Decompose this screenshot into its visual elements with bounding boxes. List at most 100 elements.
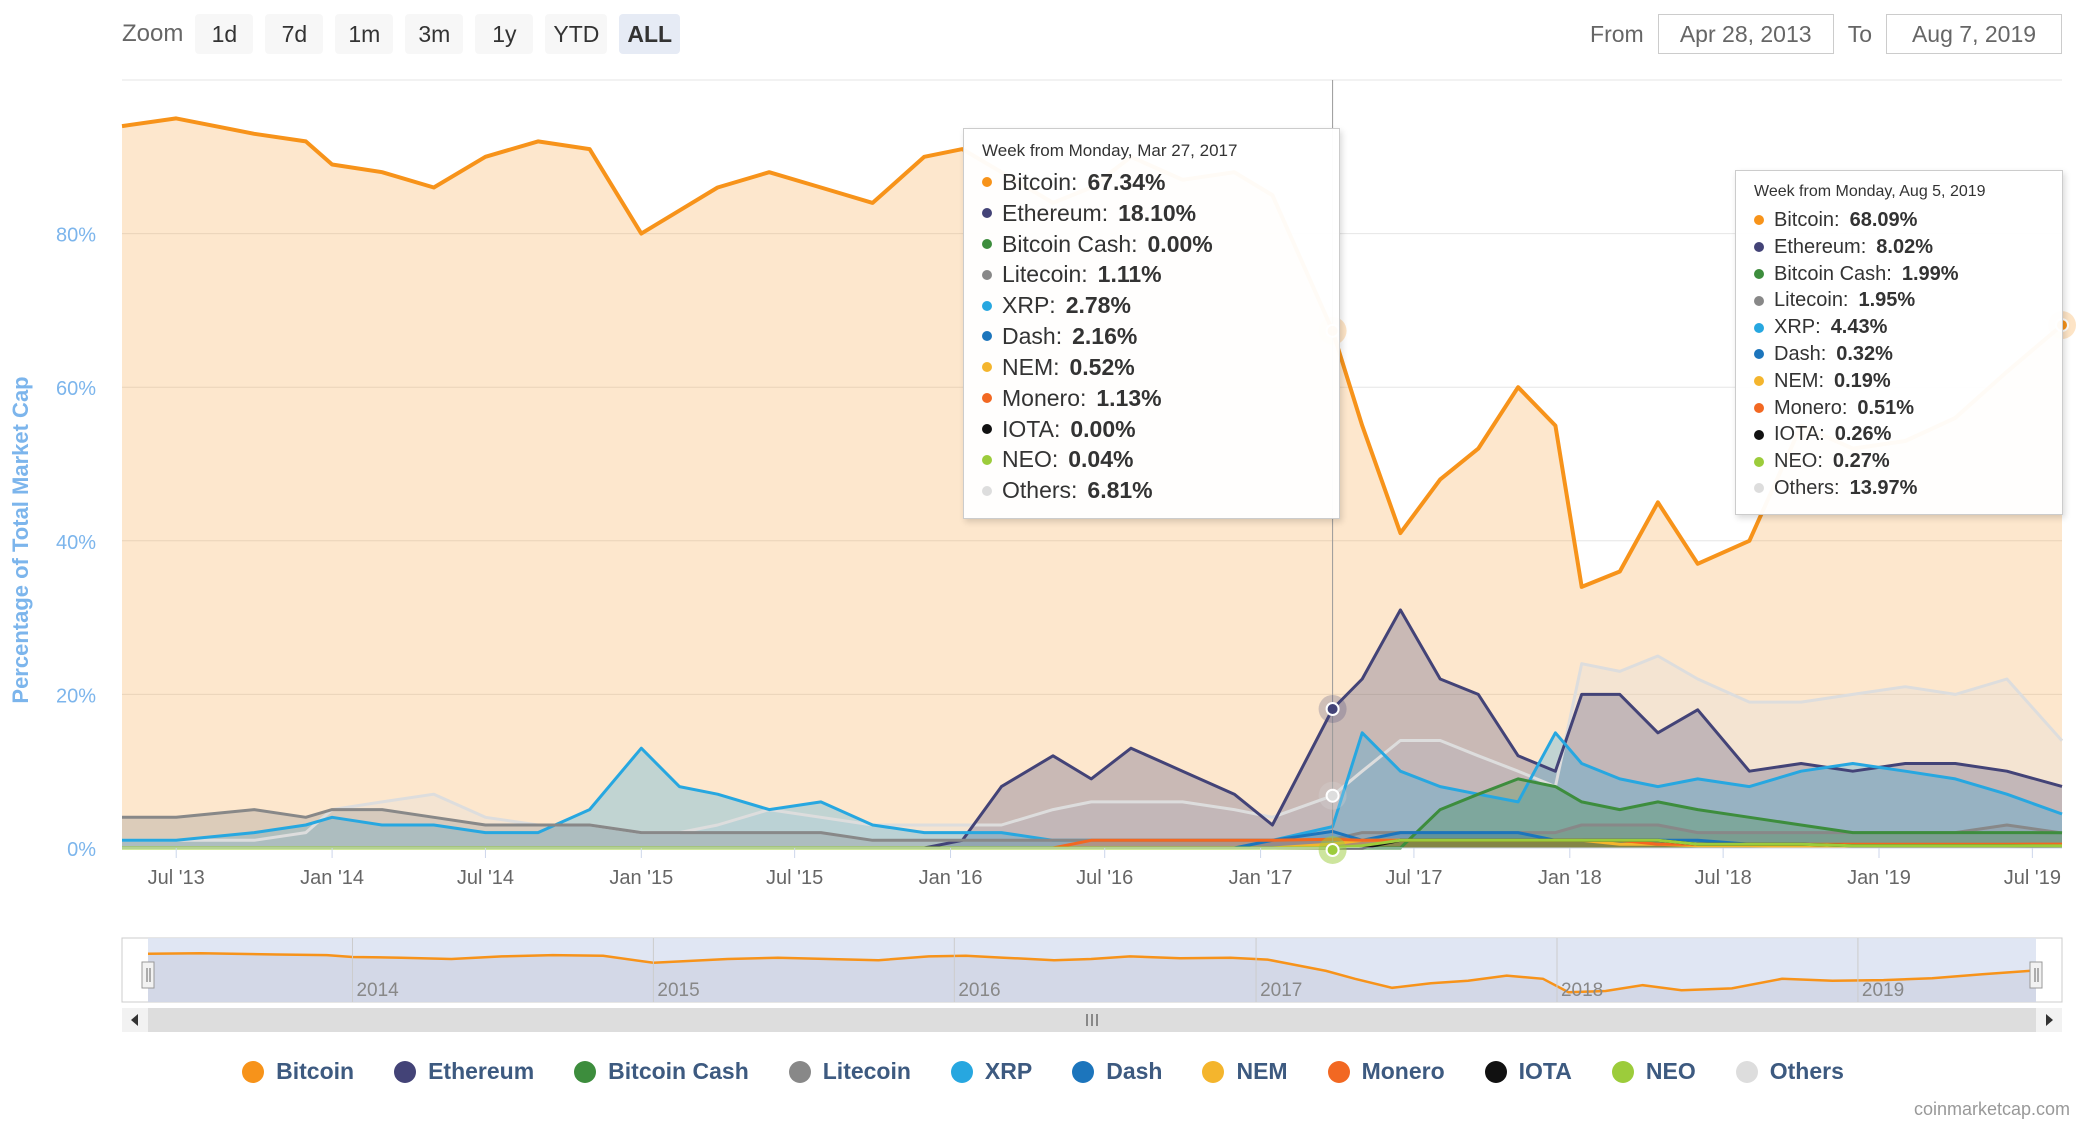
zoom-all-button[interactable]: ALL: [619, 14, 681, 54]
legend-item-litecoin[interactable]: Litecoin: [788, 1058, 911, 1085]
zoom-label: Zoom: [122, 20, 184, 47]
tooltip-label: NEM:: [1774, 369, 1824, 392]
tooltip-value: 0.51%: [1857, 396, 1915, 419]
tooltip-value: 0.32%: [1836, 342, 1893, 365]
series-dot-icon: [982, 300, 992, 311]
x-tick-label: Jan '18: [1538, 867, 1602, 889]
legend-item-dash[interactable]: Dash: [1072, 1058, 1162, 1085]
to-date-input[interactable]: [1886, 14, 2062, 54]
y-axis: 0% 20% 40% 60% 80%: [56, 225, 96, 861]
legend: Bitcoin Ethereum Bitcoin Cash Litecoin XRP Da…: [0, 1058, 2086, 1085]
zoom-7d-button[interactable]: 7d: [265, 14, 324, 54]
tooltip-row: Bitcoin: 68.09%: [1754, 207, 2044, 234]
tooltip-value: 2.78%: [1065, 292, 1131, 319]
legend-item-neo[interactable]: NEO: [1611, 1058, 1696, 1085]
credit-text: coinmarketcap.com: [1913, 1099, 2070, 1119]
area-iota: [122, 840, 2062, 848]
tooltip-label: Litecoin:: [1774, 289, 1849, 312]
x-tick-label: Jul '15: [766, 867, 823, 889]
tooltip-row: Ethereum: 18.10%: [982, 198, 1321, 229]
tooltip-row: Bitcoin: 67.34%: [982, 167, 1321, 198]
navigator-handle-icon[interactable]: [141, 961, 155, 989]
tooltip-value: 2.16%: [1072, 323, 1138, 350]
tooltip-value: 67.34%: [1087, 169, 1166, 195]
legend-item-xrp[interactable]: XRP: [950, 1058, 1032, 1085]
series-dot-icon: [1754, 242, 1764, 253]
y-tick-label: 60%: [56, 378, 96, 400]
series-dot-icon: [1754, 322, 1764, 333]
navigator-line: [147, 951, 2037, 994]
legend-item-others[interactable]: Others: [1735, 1058, 1844, 1085]
legend-dot-icon: [1735, 1060, 1758, 1083]
tooltip-row: NEM: 0.19%: [1754, 368, 2044, 395]
navigator-year-label: 2015: [657, 980, 699, 1001]
area-ethereum: [122, 609, 2062, 848]
navigator-year-label: 2017: [1260, 980, 1302, 1001]
y-tick-label: 40%: [56, 532, 96, 554]
tooltip-label: IOTA:: [1774, 423, 1825, 446]
scroll-right-icon[interactable]: [2046, 1014, 2053, 1026]
series-dot-icon: [982, 485, 992, 496]
legend-label: Monero: [1361, 1058, 1445, 1084]
legend-item-bitcoin-cash[interactable]: Bitcoin Cash: [574, 1058, 749, 1085]
from-date-input[interactable]: [1657, 14, 1834, 54]
tooltip-row: Monero: 1.13%: [982, 383, 1321, 414]
legend-item-ethereum[interactable]: Ethereum: [394, 1058, 534, 1085]
tooltip-header: Week from Monday, Mar 27, 2017: [982, 141, 1238, 160]
area-nem: [122, 840, 2062, 848]
tooltip-row: Dash: 2.16%: [982, 321, 1321, 352]
tooltip-row: Others: 6.81%: [982, 475, 1321, 506]
navigator[interactable]: 2014 2015 2016 2017 2018 2019: [121, 937, 2063, 1032]
x-tick-label: Jan '17: [1229, 867, 1293, 889]
x-tick-label: Jul '16: [1076, 867, 1133, 889]
legend-dot-icon: [394, 1060, 417, 1083]
legend-dot-icon: [574, 1060, 597, 1083]
navigator-year-label: 2018: [1561, 980, 1603, 1001]
x-tick-label: Jan '19: [1847, 867, 1911, 889]
navigator-handle-icon[interactable]: [2029, 961, 2043, 989]
x-tick-label: Jan '16: [919, 867, 983, 889]
x-axis: Jul '13 Jan '14 Jul '14 Jan '15 Jul '15 Jan '…: [122, 847, 2062, 889]
tooltip-label: Bitcoin Cash:: [1002, 230, 1138, 257]
series-dot-icon: [982, 423, 992, 434]
tooltip-row: NEO: 0.04%: [982, 444, 1321, 475]
tooltip-row: IOTA: 0.26%: [1754, 421, 2044, 448]
tooltip-value: 1.99%: [1901, 262, 1959, 285]
zoom-1d-button[interactable]: 1d: [195, 14, 254, 54]
series-dot-icon: [982, 177, 992, 188]
legend-item-monero[interactable]: Monero: [1327, 1058, 1445, 1085]
tooltip-value: 8.02%: [1876, 235, 1933, 258]
tooltip-label: Others:: [1774, 476, 1840, 499]
tooltip-value: 0.52%: [1069, 353, 1135, 380]
legend-item-iota[interactable]: IOTA: [1484, 1058, 1572, 1085]
legend-item-bitcoin[interactable]: Bitcoin: [242, 1058, 354, 1085]
zoom-ytd-button[interactable]: YTD: [545, 14, 608, 54]
tooltip-row: Bitcoin Cash: 1.99%: [1754, 261, 2044, 288]
tooltip-row: NEM: 0.52%: [982, 352, 1321, 383]
tooltip-value: 0.19%: [1834, 369, 1891, 392]
zoom-1y-button[interactable]: 1y: [475, 14, 534, 54]
series-dot-icon: [982, 362, 992, 373]
zoom-3m-button[interactable]: 3m: [405, 14, 464, 54]
tooltip-label: Others:: [1002, 477, 1078, 504]
series-dot-icon: [1754, 295, 1764, 306]
tooltip-row: Litecoin: 1.11%: [982, 259, 1321, 290]
navigator-year-label: 2016: [958, 980, 1000, 1001]
series-dot-icon: [1754, 268, 1764, 279]
tooltip-value: 0.27%: [1832, 450, 1890, 473]
tooltip-row: Ethereum: 8.02%: [1754, 234, 2044, 261]
area-xrp: [122, 732, 2062, 848]
scroll-left-icon[interactable]: [131, 1014, 138, 1026]
hover-point-neo: [1325, 843, 1340, 857]
tooltip-value: 6.81%: [1087, 477, 1153, 504]
zoom-1m-button[interactable]: 1m: [335, 14, 394, 54]
series-dot-icon: [1754, 402, 1764, 413]
tooltip-value: 1.95%: [1858, 289, 1916, 312]
legend-item-nem[interactable]: NEM: [1202, 1058, 1288, 1085]
tooltip-value: 0.00%: [1147, 230, 1213, 257]
tooltip-label: Bitcoin:: [1774, 209, 1840, 231]
legend-label: Bitcoin: [276, 1058, 355, 1084]
tooltip-value: 18.10%: [1118, 199, 1197, 226]
tooltip-row: IOTA: 0.00%: [982, 414, 1321, 445]
series-dot-icon: [982, 393, 992, 404]
